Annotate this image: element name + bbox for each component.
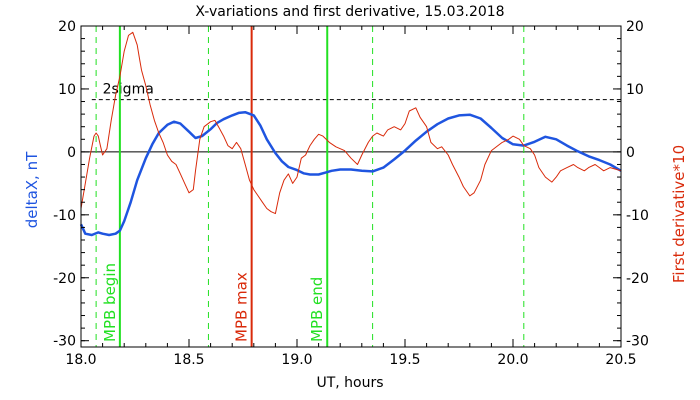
y-tick-label-right: 20 [626,19,644,35]
x-axis-label: UT, hours [316,375,383,391]
y-tick-label-right: 0 [626,145,635,161]
mpb-max-label: MPB max [233,272,251,342]
plot-frame [80,25,622,348]
y-tick-label-left: 0 [67,145,76,161]
y-tick-label-right: -20 [626,271,649,287]
mpb-begin-label: MPB begin [101,263,119,342]
threshold-label: 2sigma [103,82,154,98]
y-tick-label-right: -10 [626,208,649,224]
y-tick-label-left: 20 [58,19,76,35]
x-tick-label: 20.0 [497,352,528,368]
x-tick-label: 19.0 [281,352,312,368]
y-tick-label-left: -10 [53,208,76,224]
y-tick-label-left: -30 [53,334,76,350]
axes: 18.0 18.5 19.0 19.5 20.0 20.5 20 20 10 10 0 0 -10 -10… [53,19,649,368]
y-axis-right-label: First derivative*10 [670,145,688,283]
y-tick-label-right: 10 [626,82,644,98]
y-tick-label-left: -20 [53,271,76,287]
x-tick-label: 18.5 [173,352,204,368]
y-tick-label-right: -30 [626,334,649,350]
y-axis-left-label: deltaX, nT [23,151,41,228]
x-tick-label: 19.5 [389,352,420,368]
x-tick-label: 18.0 [65,352,96,368]
derivative-series-line [80,31,622,215]
chart-title: X-variations and first derivative, 15.03… [195,4,504,20]
deltaX-series-line [79,110,622,237]
y-tick-label-left: 10 [58,82,76,98]
plot-area: 2sigma MPB begin MPB max MPB end [79,26,622,347]
mpb-end-label: MPB end [308,277,326,342]
x-tick-label: 20.5 [605,352,636,368]
